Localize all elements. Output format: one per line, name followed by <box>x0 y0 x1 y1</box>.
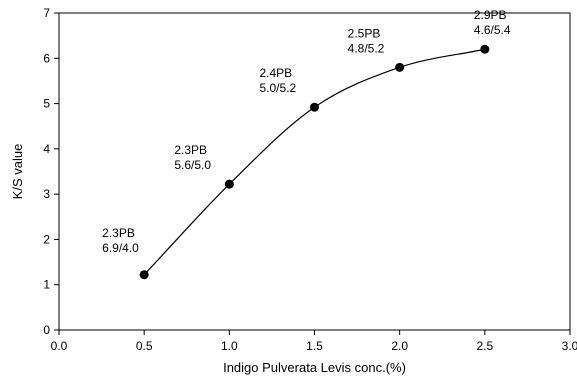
y-tick-label: 6 <box>43 51 50 65</box>
point-label-hue: 2.3PB <box>174 143 207 157</box>
y-tick-label: 3 <box>43 187 50 201</box>
y-tick-label: 4 <box>43 142 50 156</box>
x-tick-label: 1.0 <box>221 339 238 353</box>
data-point <box>395 62 405 72</box>
data-curve <box>143 48 485 276</box>
x-axis-title: Indigo Pulverata Levis conc.(%) <box>223 360 406 375</box>
y-tick-label: 1 <box>43 278 50 292</box>
y-tick-label: 2 <box>43 232 50 246</box>
point-label-value-chroma: 5.0/5.2 <box>260 81 297 95</box>
data-point <box>480 44 490 54</box>
data-point <box>224 179 234 189</box>
point-label-value-chroma: 4.8/5.2 <box>348 41 385 55</box>
point-label-hue: 2.9PB <box>474 8 507 22</box>
y-axis-title: K/S value <box>10 144 25 200</box>
point-labels: 2.3PB6.9/4.02.3PB5.6/5.02.4PB5.0/5.22.5P… <box>102 8 511 255</box>
x-tick-label: 0.0 <box>51 339 68 353</box>
data-points <box>139 44 490 280</box>
point-label-hue: 2.4PB <box>260 66 293 80</box>
point-label-value-chroma: 4.6/5.4 <box>474 23 511 37</box>
x-tick-label: 3.0 <box>562 339 577 353</box>
y-axis: 0 1 2 3 4 5 6 7 <box>43 6 59 337</box>
x-tick-label: 0.5 <box>136 339 153 353</box>
x-tick-label: 1.5 <box>306 339 323 353</box>
point-label-value-chroma: 6.9/4.0 <box>102 241 139 255</box>
x-tick-label: 2.5 <box>476 339 493 353</box>
point-label-hue: 2.3PB <box>102 226 135 240</box>
point-label-value-chroma: 5.6/5.0 <box>174 158 211 172</box>
plot-border <box>58 12 571 331</box>
data-point <box>139 270 149 280</box>
y-tick-label: 0 <box>43 323 50 337</box>
point-label-hue: 2.5PB <box>348 26 381 40</box>
data-point <box>310 102 319 112</box>
x-axis: 0.0 0.5 1.0 1.5 2.0 2.5 3.0 <box>51 330 577 353</box>
y-tick-label: 7 <box>43 6 50 20</box>
x-tick-label: 2.0 <box>391 339 408 353</box>
plot-frame <box>58 12 571 331</box>
y-tick-label: 5 <box>43 97 50 111</box>
